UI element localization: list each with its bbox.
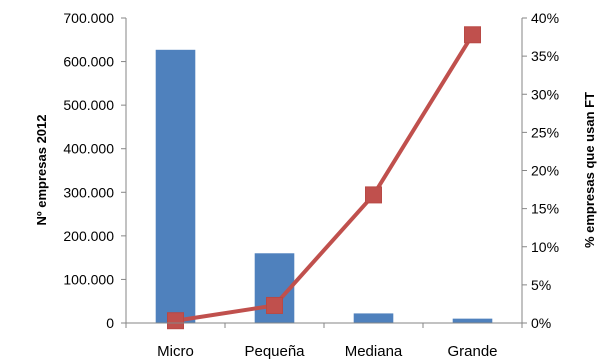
line-path xyxy=(175,33,475,323)
right-tick-label: 30% xyxy=(531,86,559,102)
left-tick-label: 0 xyxy=(106,315,114,331)
left-tick-label: 600.000 xyxy=(63,54,114,70)
left-tick-label: 700.000 xyxy=(63,10,114,26)
right-axis-title: % empresas que usan FT xyxy=(582,92,597,248)
bar xyxy=(155,49,196,324)
category-label: Grande xyxy=(447,343,497,360)
left-tick-label: 500.000 xyxy=(63,97,114,113)
right-tick-label: 40% xyxy=(531,10,559,26)
left-tick-label: 300.000 xyxy=(63,184,114,200)
line-marker xyxy=(365,186,382,204)
right-tick-label: 15% xyxy=(531,201,559,217)
bar xyxy=(353,313,394,323)
right-tick-label: 0% xyxy=(531,315,551,331)
left-tick-label: 100.000 xyxy=(63,271,114,287)
bar-series xyxy=(155,49,493,324)
left-tick-label: 400.000 xyxy=(63,141,114,157)
left-axis-title: Nº empresas 2012 xyxy=(34,115,49,226)
right-tick-label: 20% xyxy=(531,163,559,179)
right-tick-label: 5% xyxy=(531,277,551,293)
right-tick-label: 25% xyxy=(531,124,559,140)
category-label: Mediana xyxy=(345,343,403,360)
right-tick-label: 35% xyxy=(531,48,559,64)
line-marker xyxy=(266,296,283,314)
category-labels: Micro Pequeña Mediana Grande xyxy=(157,343,497,360)
right-axis-ticks: 0% 5% 10% 15% 20% 25% 30% 35% 40% xyxy=(522,10,559,331)
line-marker xyxy=(167,312,184,330)
left-tick-label: 200.000 xyxy=(63,228,114,244)
line-marker xyxy=(464,26,481,44)
bar xyxy=(452,318,493,323)
line-series xyxy=(167,26,481,330)
category-label: Pequeña xyxy=(244,343,305,360)
axes xyxy=(125,18,523,328)
category-label: Micro xyxy=(157,343,194,360)
right-tick-label: 10% xyxy=(531,239,559,255)
left-axis-ticks: 0 100.000 200.000 300.000 400.000 500.000 600.… xyxy=(63,10,126,331)
